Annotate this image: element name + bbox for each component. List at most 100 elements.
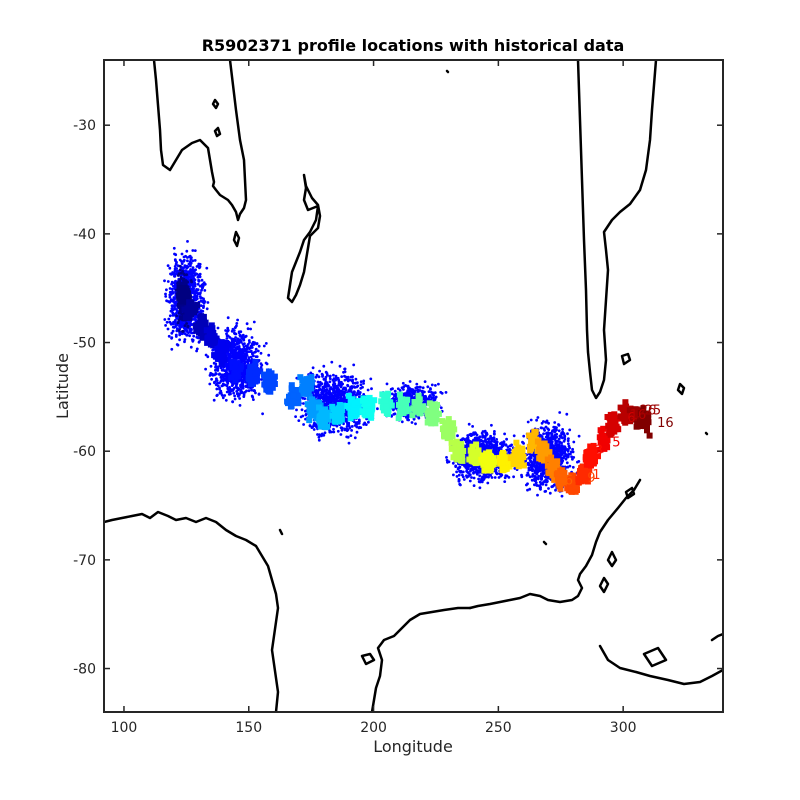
historical-point bbox=[470, 476, 473, 479]
historical-point bbox=[250, 343, 254, 347]
historical-point bbox=[322, 400, 326, 403]
historical-point bbox=[492, 437, 496, 441]
historical-point bbox=[456, 434, 459, 438]
historical-point bbox=[173, 320, 177, 324]
historical-point bbox=[247, 389, 251, 393]
historical-point bbox=[193, 269, 197, 272]
historical-point bbox=[544, 478, 548, 482]
historical-point bbox=[478, 486, 482, 490]
historical-point bbox=[457, 473, 461, 477]
historical-point bbox=[249, 355, 253, 359]
historical-point bbox=[244, 360, 247, 364]
historical-point bbox=[558, 434, 562, 438]
historical-point bbox=[467, 439, 471, 443]
historical-point bbox=[529, 418, 533, 422]
historical-point bbox=[172, 326, 176, 329]
historical-point bbox=[252, 354, 255, 358]
historical-point bbox=[376, 407, 379, 411]
historical-point bbox=[188, 334, 192, 338]
historical-point bbox=[482, 435, 486, 438]
historical-point bbox=[403, 392, 406, 396]
historical-point bbox=[535, 468, 539, 472]
historical-point bbox=[233, 397, 237, 401]
historical-point bbox=[563, 446, 567, 450]
historical-point bbox=[246, 343, 250, 346]
historical-point bbox=[567, 437, 570, 440]
historical-point bbox=[364, 423, 368, 426]
historical-point bbox=[563, 435, 567, 439]
historical-point bbox=[236, 318, 240, 322]
historical-point bbox=[169, 293, 173, 296]
historical-point bbox=[558, 440, 562, 444]
historical-point bbox=[304, 409, 307, 413]
historical-point bbox=[488, 445, 492, 449]
historical-point bbox=[245, 322, 249, 326]
historical-point bbox=[339, 433, 343, 436]
historical-point bbox=[560, 494, 564, 498]
historical-point bbox=[171, 287, 174, 291]
historical-point bbox=[300, 408, 304, 412]
historical-point bbox=[189, 275, 193, 278]
historical-point bbox=[334, 399, 337, 402]
historical-point bbox=[309, 371, 313, 375]
historical-point bbox=[297, 419, 301, 422]
historical-point bbox=[507, 476, 511, 479]
historical-point bbox=[522, 442, 525, 445]
historical-point bbox=[183, 266, 186, 269]
historical-point bbox=[267, 353, 271, 357]
historical-point bbox=[455, 470, 458, 474]
historical-point bbox=[331, 388, 335, 391]
historical-point bbox=[489, 442, 493, 446]
historical-point bbox=[362, 393, 366, 396]
historical-point bbox=[214, 368, 217, 372]
coastline-islet-d bbox=[676, 382, 686, 396]
historical-point bbox=[439, 390, 443, 394]
historical-point bbox=[325, 372, 329, 375]
historical-point bbox=[171, 290, 174, 294]
historical-point bbox=[215, 387, 219, 391]
historical-point bbox=[199, 291, 202, 295]
historical-point bbox=[555, 432, 559, 436]
historical-point bbox=[460, 438, 464, 442]
historical-point bbox=[454, 465, 458, 468]
historical-point bbox=[355, 422, 359, 426]
historical-point bbox=[168, 314, 172, 318]
historical-point bbox=[352, 363, 356, 367]
historical-point bbox=[527, 456, 531, 460]
historical-point bbox=[221, 396, 225, 400]
historical-point bbox=[354, 381, 357, 385]
historical-point bbox=[355, 425, 359, 429]
historical-point bbox=[195, 296, 198, 300]
coastline-antarctic-peninsula bbox=[468, 478, 642, 610]
historical-point bbox=[232, 349, 236, 353]
historical-point bbox=[323, 431, 327, 435]
historical-point bbox=[321, 375, 324, 378]
historical-point bbox=[484, 438, 487, 442]
historical-point bbox=[332, 373, 335, 377]
historical-point bbox=[242, 391, 245, 395]
historical-point bbox=[235, 342, 239, 346]
historical-point bbox=[416, 388, 420, 392]
historical-point bbox=[197, 340, 201, 344]
historical-point bbox=[172, 246, 176, 250]
historical-point bbox=[335, 387, 339, 391]
historical-point bbox=[474, 470, 477, 474]
historical-point bbox=[210, 377, 214, 381]
historical-point bbox=[185, 249, 189, 253]
historical-point bbox=[231, 400, 235, 404]
historical-point bbox=[234, 326, 237, 329]
historical-point bbox=[480, 480, 484, 484]
historical-point bbox=[359, 383, 363, 387]
historical-point bbox=[244, 348, 248, 351]
historical-point bbox=[208, 374, 212, 377]
historical-point bbox=[214, 365, 217, 369]
historical-point bbox=[351, 375, 354, 379]
historical-point bbox=[330, 360, 334, 364]
historical-point bbox=[335, 424, 339, 428]
historical-point bbox=[243, 356, 247, 359]
coastline-islet-c bbox=[232, 230, 241, 248]
historical-point bbox=[176, 343, 180, 347]
historical-point bbox=[328, 391, 332, 394]
historical-point bbox=[247, 339, 251, 342]
